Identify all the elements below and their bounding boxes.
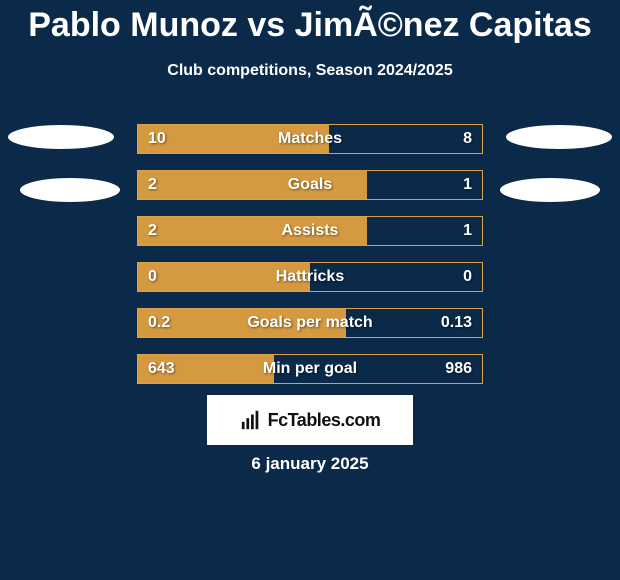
player-right-avatar-2 [500,178,600,202]
stat-row: Goals21 [137,170,483,200]
stat-value-left: 10 [148,125,166,153]
bar-left-fill [138,171,367,199]
fctables-icon [240,409,262,431]
stat-value-right: 0 [463,263,472,291]
stat-value-left: 643 [148,355,175,383]
stat-row: Matches108 [137,124,483,154]
stat-row: Assists21 [137,216,483,246]
stat-value-right: 986 [445,355,472,383]
brand-text: FcTables.com [268,410,381,431]
footer-date: 6 january 2025 [0,454,620,474]
brand-badge: FcTables.com [207,395,413,445]
bar-left-fill [138,125,329,153]
player-right-avatar-1 [506,125,612,149]
stat-row: Hattricks00 [137,262,483,292]
stat-row: Goals per match0.20.13 [137,308,483,338]
bar-right-fill [329,125,482,153]
comparison-bars: Matches108Goals21Assists21Hattricks00Goa… [137,124,483,400]
stat-value-left: 2 [148,171,157,199]
player-left-avatar-1 [8,125,114,149]
stat-value-left: 2 [148,217,157,245]
stat-value-right: 8 [463,125,472,153]
stat-row: Min per goal643986 [137,354,483,384]
subtitle: Club competitions, Season 2024/2025 [0,62,620,80]
stat-value-left: 0 [148,263,157,291]
stat-value-right: 1 [463,171,472,199]
stat-value-right: 1 [463,217,472,245]
bar-right-fill [310,263,482,291]
bar-left-fill [138,217,367,245]
page-title: Pablo Munoz vs JimÃ©nez Capitas [0,6,620,45]
stat-value-right: 0.13 [441,309,472,337]
player-left-avatar-2 [20,178,120,202]
bar-left-fill [138,263,310,291]
stat-value-left: 0.2 [148,309,170,337]
